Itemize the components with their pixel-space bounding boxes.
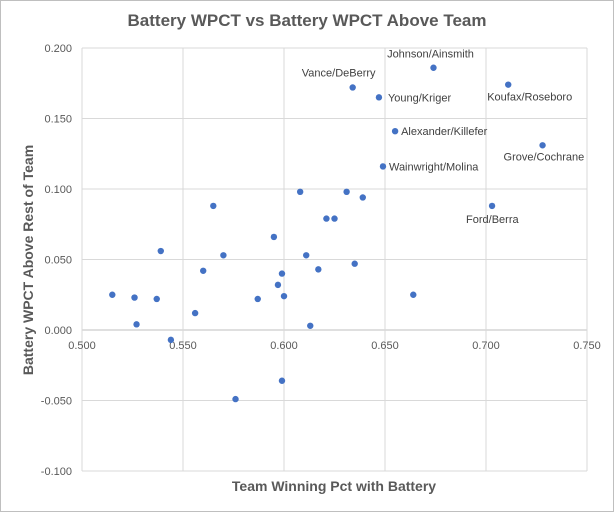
data-point <box>343 188 350 196</box>
data-point <box>131 294 138 301</box>
data-point <box>167 336 175 344</box>
data-point <box>270 233 278 241</box>
x-tick-label: 0.750 <box>573 340 601 352</box>
data-point <box>430 64 437 71</box>
data-point <box>323 215 330 222</box>
data-point <box>191 309 199 317</box>
data-point <box>278 270 286 277</box>
data-point <box>200 267 207 274</box>
data-label: Young/Kriger <box>388 92 452 104</box>
data-point <box>157 247 164 255</box>
data-point <box>303 252 310 259</box>
data-point <box>391 127 399 135</box>
x-tick-label: 0.550 <box>169 340 197 352</box>
data-label: Johnson/Ainsmith <box>387 49 474 61</box>
x-tick-label: 0.650 <box>371 340 399 352</box>
y-tick-label: -0.050 <box>41 396 72 408</box>
data-point <box>488 202 496 210</box>
data-point <box>410 291 417 298</box>
x-tick-label: 0.600 <box>270 340 298 352</box>
data-label: Grove/Cochrane <box>504 151 585 163</box>
y-tick-label: 0.200 <box>44 43 72 55</box>
data-point <box>153 295 160 303</box>
chart-title: Battery WPCT vs Battery WPCT Above Team <box>128 11 487 30</box>
data-points <box>109 64 546 403</box>
x-tick-label: 0.700 <box>472 340 500 352</box>
y-tick-label: 0.100 <box>44 184 72 196</box>
y-tick-label: -0.100 <box>41 466 72 478</box>
data-point <box>254 295 261 303</box>
data-point <box>307 322 314 329</box>
data-label: Koufax/Roseboro <box>487 92 572 104</box>
data-point <box>359 194 366 201</box>
x-tick-label: 0.500 <box>68 340 96 352</box>
data-point <box>133 321 140 328</box>
data-point <box>232 395 239 403</box>
data-point <box>379 163 387 170</box>
y-axis-ticks: -0.100 -0.050 0.000 0.050 0.100 0.150 0.200 <box>41 43 72 478</box>
data-point <box>274 281 282 289</box>
data-point <box>296 188 304 196</box>
data-point <box>280 292 288 300</box>
x-axis-title: Team Winning Pct with Battery <box>232 478 436 494</box>
point-labels: Johnson/Ainsmith Vance/DeBerry Koufax/Rose… <box>302 49 584 226</box>
data-point <box>351 260 358 267</box>
data-point <box>539 142 546 149</box>
y-tick-label: 0.050 <box>44 255 72 267</box>
data-point <box>315 266 322 273</box>
data-label: Alexander/Killefer <box>401 126 488 138</box>
data-point <box>210 202 217 210</box>
y-tick-label: 0.000 <box>44 325 72 337</box>
data-point <box>505 81 512 88</box>
gridlines <box>81 47 588 472</box>
data-point <box>278 377 286 384</box>
data-point <box>109 291 116 298</box>
data-label: Ford/Berra <box>466 214 519 226</box>
data-point <box>375 94 383 101</box>
data-point <box>331 215 338 222</box>
data-point <box>349 84 356 91</box>
data-label: Wainwright/Molina <box>389 161 479 173</box>
y-tick-label: 0.150 <box>44 114 72 126</box>
x-axis-ticks: 0.500 0.550 0.600 0.650 0.700 0.750 <box>68 340 601 352</box>
y-axis-title: Battery WPCT Above Rest of Team <box>20 145 36 375</box>
data-point <box>220 252 227 259</box>
data-label: Vance/DeBerry <box>302 67 376 79</box>
